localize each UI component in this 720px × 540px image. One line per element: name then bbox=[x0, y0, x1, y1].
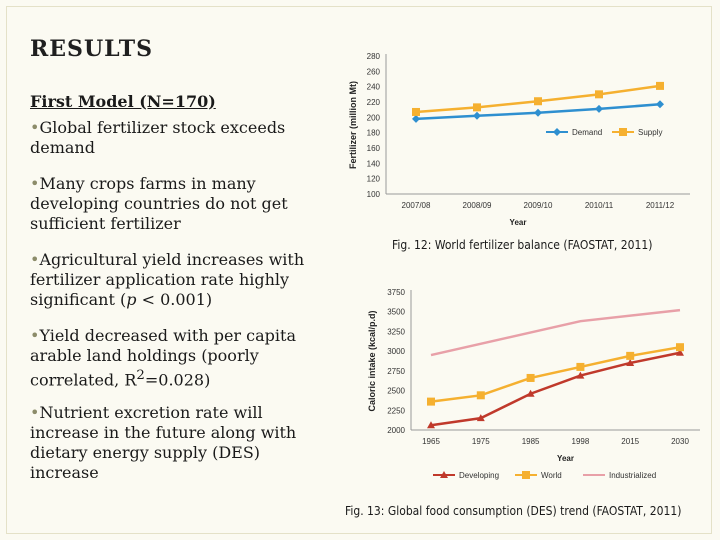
series-line-industrialized bbox=[430, 308, 681, 357]
model-subheading: First Model (N=170) bbox=[30, 92, 216, 111]
x-tick-label: 2009/10 bbox=[524, 201, 553, 210]
x-tick-label: 1965 bbox=[422, 437, 440, 446]
y-tick-label: 3500 bbox=[387, 308, 405, 317]
series-line-world bbox=[430, 345, 681, 403]
fig12-caption: Fig. 12: World fertilizer balance (FAOST… bbox=[392, 238, 653, 252]
legend-marker bbox=[619, 128, 627, 136]
y-tick-label: 100 bbox=[367, 190, 381, 199]
x-tick-label: 1975 bbox=[472, 437, 490, 446]
legend-label: Supply bbox=[638, 128, 662, 137]
data-point bbox=[576, 362, 585, 371]
data-point bbox=[412, 107, 420, 116]
y-tick-label: 2750 bbox=[387, 367, 405, 376]
bullet-dot: • bbox=[30, 174, 40, 193]
bullet-text: =0.028) bbox=[144, 370, 211, 390]
data-point bbox=[676, 348, 684, 356]
y-tick-label: 3750 bbox=[387, 288, 405, 297]
data-point bbox=[595, 90, 603, 99]
bullet-dot: • bbox=[30, 326, 40, 345]
data-point bbox=[676, 343, 684, 352]
des-trend-chart: Caloric intake (kcal/p.d) 2000 2250 2500 275… bbox=[367, 288, 700, 480]
legend-label: World bbox=[541, 471, 562, 480]
data-point bbox=[656, 81, 664, 90]
y-tick-label: 280 bbox=[367, 52, 381, 61]
y-axis-label: Fertilizer (million Mt) bbox=[348, 81, 358, 169]
data-point bbox=[534, 97, 542, 106]
data-point bbox=[576, 371, 585, 379]
bullet-1: •Global fertilizer stock exceeds demand bbox=[30, 118, 330, 158]
bullet-text: Many crops farms in many developing coun… bbox=[30, 174, 288, 233]
data-point bbox=[526, 389, 535, 397]
x-tick-label: 2007/08 bbox=[402, 201, 431, 210]
bullet-text: Yield decreased with per capita arable l… bbox=[30, 326, 296, 390]
bullet-5: •Nutrient excretion rate will increase i… bbox=[30, 403, 330, 483]
legend-marker bbox=[553, 128, 561, 136]
y-tick-label: 3250 bbox=[387, 327, 405, 336]
data-point bbox=[473, 111, 481, 120]
bullet-text: Nutrient excretion rate will increase in… bbox=[30, 403, 297, 482]
legend-label: Demand bbox=[572, 128, 602, 137]
slide-frame bbox=[6, 6, 712, 534]
x-axis-label: Year bbox=[557, 454, 574, 463]
x-axis-label: Year bbox=[510, 218, 527, 227]
y-tick-label: 160 bbox=[367, 144, 381, 153]
data-point bbox=[476, 414, 485, 422]
legend-label: Developing bbox=[459, 471, 499, 480]
data-point bbox=[656, 100, 664, 109]
fertilizer-balance-chart: Fertilizer (million Mt) 100 120 140 160 180 20… bbox=[348, 52, 690, 227]
x-tick-label: 1985 bbox=[522, 437, 540, 446]
y-tick-label: 260 bbox=[367, 67, 381, 76]
data-point bbox=[427, 397, 435, 406]
data-point bbox=[427, 421, 435, 429]
legend-marker bbox=[522, 471, 530, 479]
x-tick-label: 2011/12 bbox=[646, 201, 675, 210]
x-tick-label: 2010/11 bbox=[585, 201, 614, 210]
x-tick-label: 2030 bbox=[671, 437, 689, 446]
data-point bbox=[526, 373, 535, 382]
legend-label: Industrialized bbox=[609, 471, 656, 480]
y-tick-label: 180 bbox=[367, 129, 381, 138]
y-tick-label: 140 bbox=[367, 159, 381, 168]
fig13-caption: Fig. 13: Global food consumption (DES) t… bbox=[345, 504, 682, 518]
bullet-dot: • bbox=[30, 250, 40, 269]
series-line-developing bbox=[430, 351, 681, 427]
y-tick-label: 120 bbox=[367, 175, 381, 184]
y-tick-label: 2500 bbox=[387, 387, 405, 396]
bullet-superscript: 2 bbox=[136, 368, 145, 383]
bullet-text: Agricultural yield increases with fertil… bbox=[30, 250, 305, 309]
bullet-italic-p: p bbox=[126, 290, 137, 309]
data-point bbox=[412, 114, 420, 123]
bullet-dot: • bbox=[30, 118, 40, 137]
slide-title: RESULTS bbox=[30, 36, 154, 62]
data-point bbox=[476, 391, 485, 400]
y-tick-label: 2250 bbox=[387, 406, 405, 415]
data-point bbox=[473, 103, 481, 112]
bullet-3: •Agricultural yield increases with ferti… bbox=[30, 250, 330, 310]
y-tick-label: 200 bbox=[367, 113, 381, 122]
y-axis-label: Caloric intake (kcal/p.d) bbox=[367, 310, 377, 411]
x-tick-label: 1998 bbox=[572, 437, 590, 446]
bullet-2: •Many crops farms in many developing cou… bbox=[30, 174, 330, 234]
data-point bbox=[534, 108, 542, 117]
y-tick-label: 240 bbox=[367, 83, 381, 92]
x-tick-label: 2015 bbox=[621, 437, 639, 446]
y-tick-label: 2000 bbox=[387, 426, 405, 435]
x-tick-label: 2008/09 bbox=[463, 201, 492, 210]
bullet-dot: • bbox=[30, 403, 40, 422]
bullet-text: < 0.001) bbox=[136, 290, 213, 309]
bullet-text: Global fertilizer stock exceeds demand bbox=[30, 118, 286, 157]
y-tick-label: 220 bbox=[367, 98, 381, 107]
data-point bbox=[595, 104, 603, 113]
data-point bbox=[626, 358, 635, 366]
y-tick-label: 3000 bbox=[387, 347, 405, 356]
data-point bbox=[626, 351, 635, 360]
bullet-4: •Yield decreased with per capita arable … bbox=[30, 326, 330, 390]
legend-marker bbox=[440, 471, 448, 478]
